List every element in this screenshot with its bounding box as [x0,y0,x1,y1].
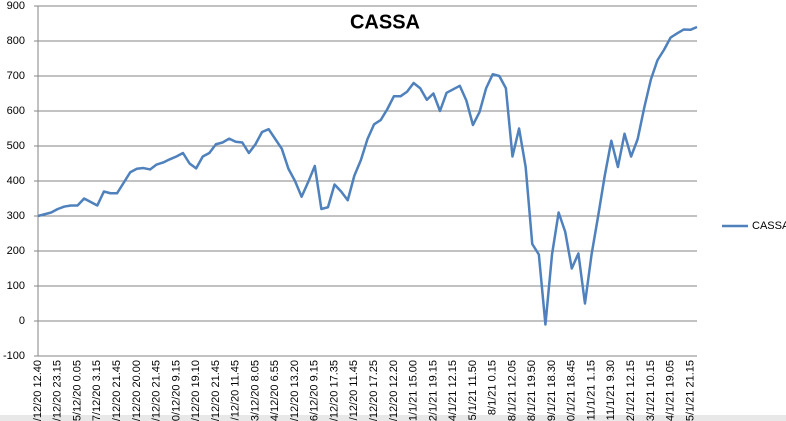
x-tick-label: 11/1/21 1.15 [585,360,597,420]
x-tick-label: 27/12/20 11.45 [348,360,360,421]
y-tick-label: 300 [7,210,25,222]
x-tick-label: 26/12/20 9.15 [309,360,321,421]
x-tick-label: 9/1/21 18.30 [546,360,558,421]
y-tick-label: 400 [7,175,25,187]
x-tick-label: 8/1/21 12.05 [506,360,518,421]
x-tick-label: 5/1/21 11.50 [467,360,479,420]
y-tick-label: 0 [19,315,25,327]
y-tick-label: 800 [7,35,25,47]
x-tick-label: 18/12/20 20.00 [131,360,143,421]
x-tick-label: 8/1/21 0.15 [487,360,499,415]
x-tick-label: 26/12/20 17.35 [328,360,340,421]
x-tick-label: 24/12/20 6.55 [269,360,281,421]
y-tick-label: 500 [7,140,25,152]
y-tick-label: 200 [7,245,25,257]
y-tick-label: 900 [7,0,25,12]
x-tick-label: 13/12/20 12.40 [32,360,44,421]
y-tick-label: -100 [3,350,25,362]
x-tick-label: 21/12/20 21.45 [210,360,222,421]
scrollbar [0,415,786,421]
x-tick-label: 20/12/20 9.15 [170,360,182,421]
y-tick-label: 700 [7,70,25,82]
x-tick-label: 22/12/20 11.45 [230,360,242,421]
x-tick-label: 14/1/21 19.05 [665,360,677,421]
x-tick-label: 15/12/20 0.05 [71,360,83,421]
x-tick-label: 12/1/21 12.15 [625,360,637,421]
y-tick-label: 100 [7,280,25,292]
x-tick-label: 13/12/20 23.15 [52,360,64,421]
x-tick-label: 2/1/21 19.15 [427,360,439,421]
x-tick-label: 23/12/20 8.05 [249,360,261,421]
legend-label: CASSA [752,220,786,232]
x-tick-label: 15/1/21 21.15 [684,360,696,421]
x-tick-label: 11/1/21 9.30 [605,360,617,420]
x-tick-label: 17/12/20 21.45 [111,360,123,421]
x-tick-label: 10/1/21 18.45 [566,360,578,421]
y-tick-label: 600 [7,105,25,117]
x-tick-label: 17/12/20 3.15 [91,360,103,421]
x-tick-label: 4/1/21 12.15 [447,360,459,421]
x-tick-label: 20/12/20 19.10 [190,360,202,421]
x-tick-label: 25/12/20 13.20 [289,360,301,421]
x-tick-label: 28/12/20 17.25 [368,360,380,421]
x-tick-label: 13/1/21 10.15 [645,360,657,421]
line [37,25,698,326]
x-tick-label: 19/12/20 21.45 [151,360,163,421]
x-tick-label: 31/12/20 12.20 [388,360,400,421]
x-tick-label: 1/1/21 15.00 [408,360,420,421]
chart-title: CASSA [350,11,420,33]
x-tick-label: 8/1/21 19.50 [526,360,538,421]
